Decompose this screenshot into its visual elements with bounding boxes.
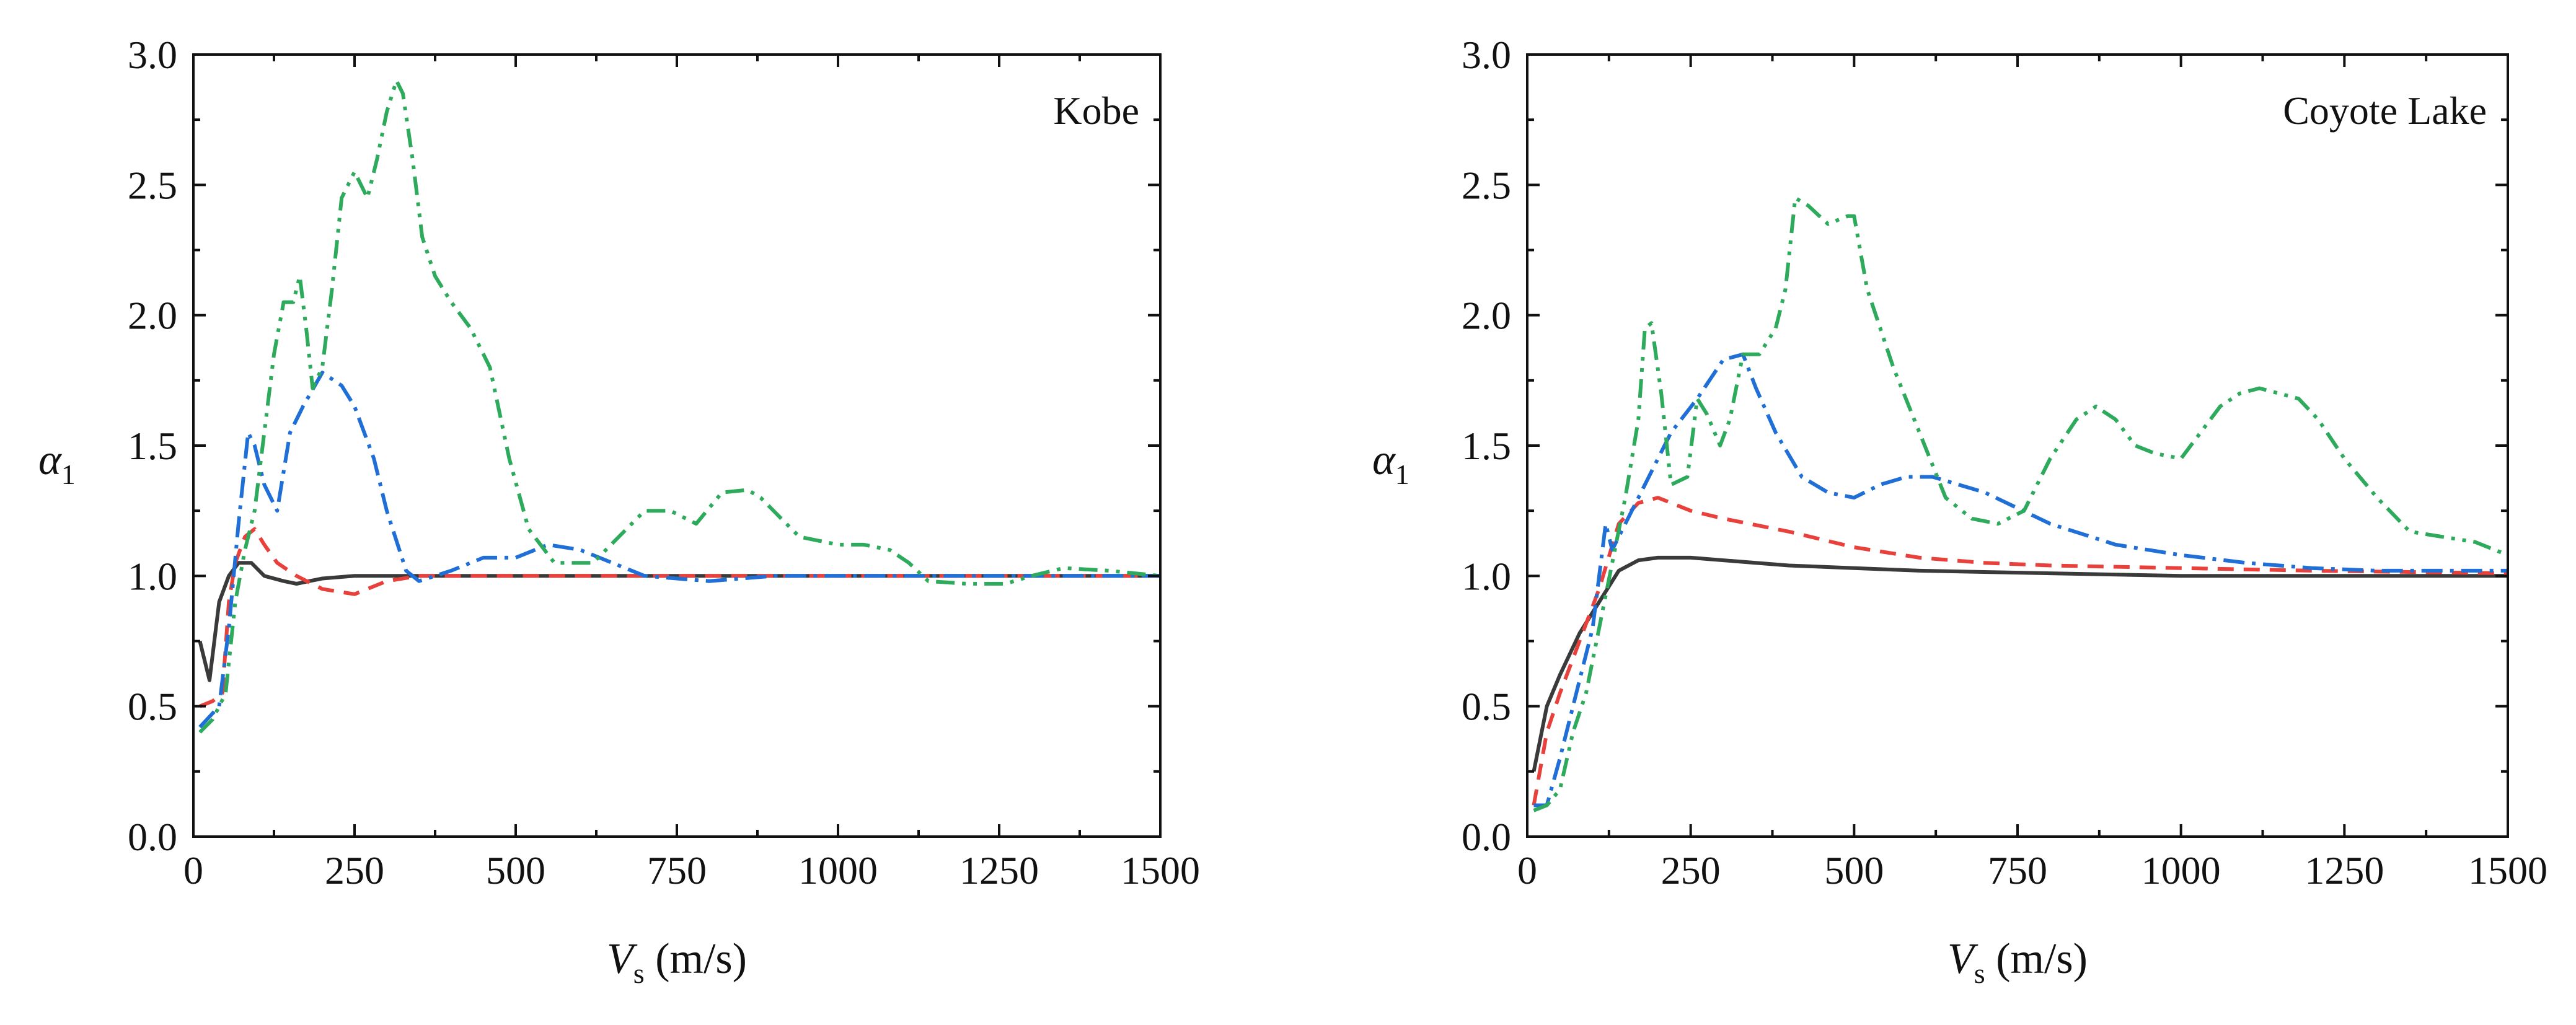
x-axis-title: Vs (m/s) xyxy=(607,935,747,989)
y-tick-label: 3.0 xyxy=(128,33,177,77)
x-tick-label: 1500 xyxy=(1121,848,1200,892)
plot-area xyxy=(193,55,1160,837)
series-line-solid xyxy=(1532,555,2508,772)
y-axis-title: α1 xyxy=(1372,436,1409,490)
x-tick-label: 250 xyxy=(1661,848,1721,892)
y-tick-label: 0.0 xyxy=(128,815,177,859)
x-axis-title-unit: (m/s) xyxy=(1985,935,2088,983)
series-line-dash-dot xyxy=(1533,352,2508,807)
x-tick-label: 1500 xyxy=(2468,848,2547,892)
x-tick-label: 500 xyxy=(486,848,545,892)
y-tick-label: 1.5 xyxy=(128,424,177,468)
x-tick-label: 1250 xyxy=(959,848,1039,892)
x-axis-title-unit: (m/s) xyxy=(645,935,747,983)
x-tick-label: 750 xyxy=(647,848,707,892)
y-tick-label: 1.5 xyxy=(1462,424,1511,468)
x-tick-label: 500 xyxy=(1824,848,1884,892)
y-tick-label: 1.0 xyxy=(1462,554,1511,598)
y-tick-label: 3.0 xyxy=(1462,33,1511,77)
series-line-dash-dot-dot xyxy=(198,79,1160,734)
series-line-dashed xyxy=(199,527,1160,708)
chart-annotation: Coyote Lake xyxy=(2283,89,2487,133)
y-axis-title-symbol: α xyxy=(1372,436,1396,484)
chart-kobe: 0 250 500 750 1000 1250 1500 0.0 0.5 1.0 1.5 2.0 2.5… xyxy=(38,33,1200,989)
chart-annotation: Kobe xyxy=(1053,89,1139,133)
y-tick-label: 2.5 xyxy=(128,163,177,207)
plot-area xyxy=(1527,55,2508,837)
x-axis-title-subscript: s xyxy=(1974,957,1985,989)
y-tick-label: 0.0 xyxy=(1462,815,1511,859)
x-axis-title-symbol: V xyxy=(1947,935,1978,983)
x-tick-label: 1250 xyxy=(2305,848,2384,892)
y-axis-title: α1 xyxy=(38,436,76,490)
series-line-dashed xyxy=(1532,496,2508,806)
x-tick-label: 250 xyxy=(325,848,384,892)
series-group xyxy=(1532,196,2508,812)
y-tick-label: 2.0 xyxy=(128,294,177,338)
x-axis-title-symbol: V xyxy=(607,935,638,983)
x-tick-label: 0 xyxy=(1517,848,1537,892)
x-tick-label: 1000 xyxy=(2142,848,2221,892)
y-tick-label: 2.0 xyxy=(1462,294,1511,338)
y-tick-label: 0.5 xyxy=(1462,685,1511,729)
chart-coyote-lake: 0 250 500 750 1000 1250 1500 0.0 0.5 1.0 1.5 2.0 2.5… xyxy=(1372,33,2547,989)
y-tick-label: 2.5 xyxy=(1462,163,1511,207)
y-tick-label: 0.5 xyxy=(128,685,177,729)
x-axis-title-subscript: s xyxy=(633,957,645,989)
y-axis-title-symbol: α xyxy=(38,436,62,484)
series-line-dash-dot-dot xyxy=(1533,196,2508,812)
y-axis-title-subscript: 1 xyxy=(61,459,76,490)
x-tick-label: 750 xyxy=(1988,848,2047,892)
x-tick-label: 0 xyxy=(183,848,203,892)
series-group xyxy=(198,79,1160,734)
y-axis-title-subscript: 1 xyxy=(1395,459,1409,490)
y-tick-label: 1.0 xyxy=(128,554,177,598)
x-tick-label: 1000 xyxy=(798,848,878,892)
x-axis-title: Vs (m/s) xyxy=(1947,935,2088,989)
series-line-dash-dot xyxy=(198,371,1160,729)
